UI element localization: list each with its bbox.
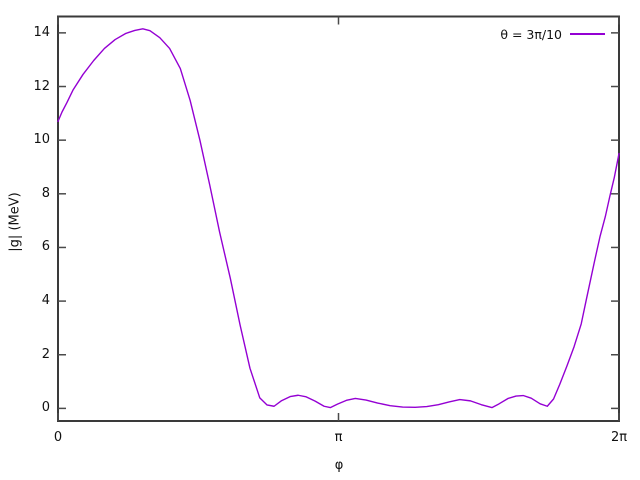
x-tick-label: 2π	[610, 430, 628, 445]
series-curve	[57, 28, 620, 409]
legend: θ = 3π/10	[500, 26, 605, 42]
y-tick-label: 6	[41, 239, 50, 255]
x-tick-label: π	[334, 430, 343, 445]
x-tick-label: 0	[53, 430, 63, 445]
y-tick-label: 10	[33, 132, 50, 148]
legend-line-sample	[570, 33, 605, 35]
y-tick-label: 4	[41, 293, 50, 309]
x-axis-label: φ	[334, 458, 344, 473]
plot-border	[57, 15, 620, 422]
y-tick-label: 12	[33, 78, 50, 94]
y-tick-label: 0	[41, 400, 50, 416]
legend-label: θ = 3π/10	[500, 26, 562, 42]
y-tick-label: 14	[33, 24, 50, 40]
y-tick-label: 8	[41, 185, 50, 201]
y-tick-label: 2	[41, 346, 50, 362]
